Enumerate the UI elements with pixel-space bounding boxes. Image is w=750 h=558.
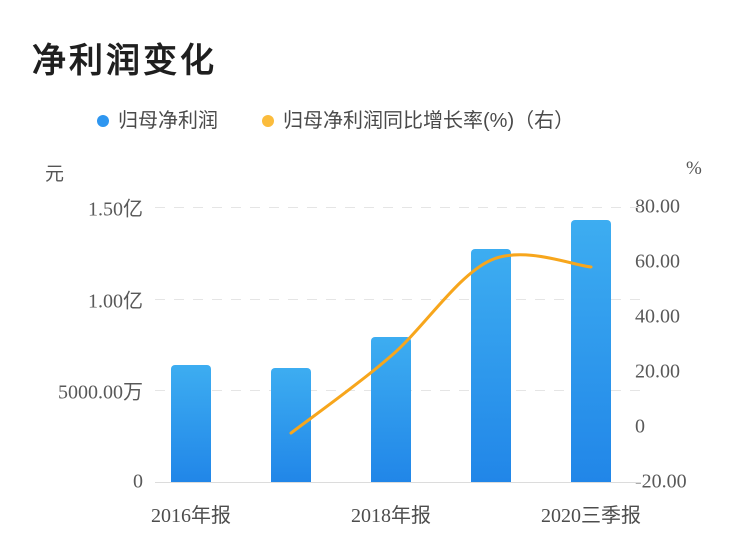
right-axis-unit: %	[686, 158, 702, 179]
x-axis-tick: 2018年报	[351, 505, 431, 527]
bar[interactable]	[371, 337, 411, 482]
legend-label-growth-rate: 归母净利润同比增长率(%)（右）	[283, 110, 575, 132]
bar[interactable]	[171, 364, 211, 482]
bar[interactable]	[471, 249, 511, 482]
bar[interactable]	[271, 368, 311, 482]
left-axis-tick: 5000.00万	[58, 381, 143, 404]
right-axis-tick: 40.00	[635, 305, 680, 328]
growth-line[interactable]	[289, 253, 593, 435]
legend-label-net-profit: 归母净利润	[118, 110, 218, 132]
x-axis-tick: 2020三季报	[541, 505, 641, 527]
growth-line-layer	[289, 253, 593, 435]
left-axis-tick: 1.00亿	[88, 290, 143, 313]
gridline	[155, 207, 641, 208]
left-axis-tick: 1.50亿	[88, 198, 143, 221]
legend-item-net-profit[interactable]: 归母净利润	[97, 111, 218, 131]
legend: 归母净利润 归母净利润同比增长率(%)（右）	[97, 111, 574, 131]
x-axis-labels: 2016年报 2018年报 2020三季报	[141, 499, 641, 527]
page-title: 净利润变化	[32, 42, 217, 80]
right-axis-tick: 0	[635, 415, 645, 438]
right-axis-tick: 60.00	[635, 250, 680, 273]
legend-item-growth-rate[interactable]: 归母净利润同比增长率(%)（右）	[262, 111, 574, 131]
right-axis-tick: 20.00	[635, 360, 680, 383]
x-axis-tick: 2016年报	[151, 505, 231, 527]
x-axis-line	[155, 482, 641, 483]
plot-area	[141, 207, 641, 483]
line-series-dot-icon	[262, 115, 274, 127]
left-axis-unit: 元	[45, 164, 65, 185]
left-axis-tick: 0	[133, 470, 143, 493]
bar-series-dot-icon	[97, 115, 109, 127]
left-axis-tick-labels: 1.50亿 1.00亿 5000.00万 0	[0, 0, 143, 558]
gridline	[155, 298, 641, 300]
right-axis-tick: -20.00	[635, 470, 687, 493]
right-axis-tick: 80.00	[635, 195, 680, 218]
